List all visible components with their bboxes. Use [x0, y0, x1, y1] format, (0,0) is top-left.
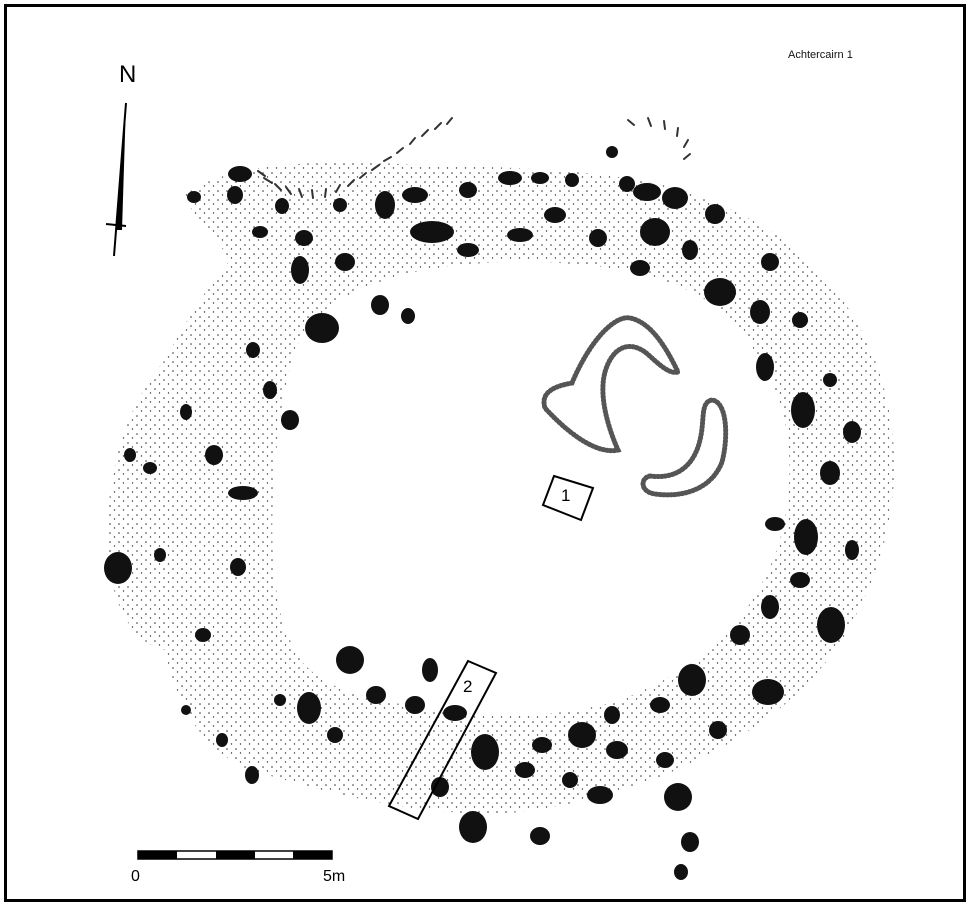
site-title: Achtercairn 1	[788, 49, 853, 61]
scale-start-label: 0	[131, 868, 140, 885]
stones	[104, 146, 861, 880]
north-label: N	[119, 61, 137, 88]
bank-edge-hachures	[257, 117, 691, 199]
north-arrow	[105, 102, 127, 257]
hearth-outlines	[541, 315, 729, 498]
trench-2-label: 2	[463, 677, 472, 696]
scale-bar	[137, 850, 333, 860]
trench-1: 1	[541, 474, 595, 522]
scale-end-label: 5m	[323, 868, 346, 885]
trench-2: 2	[387, 659, 498, 821]
trench-1-label: 1	[561, 486, 570, 505]
